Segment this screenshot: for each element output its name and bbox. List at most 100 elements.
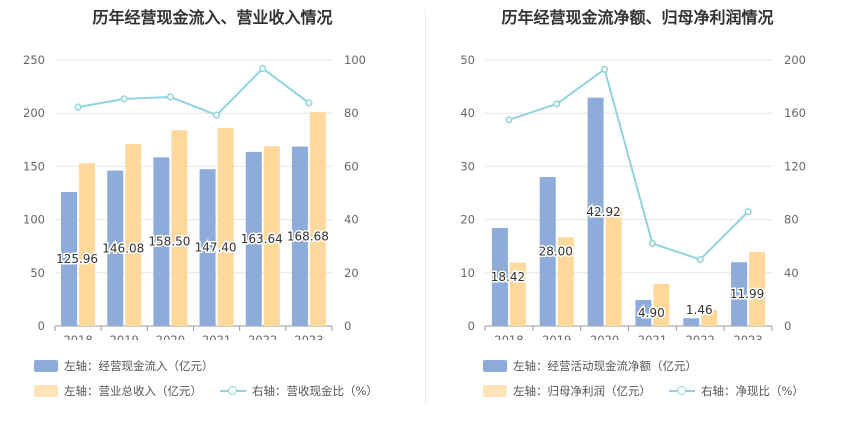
- bar-data-label: 4.90: [638, 306, 665, 320]
- line-point: [744, 208, 752, 216]
- legend-item-cash-inflow[interactable]: 左轴：经营现金流入（亿元）: [34, 358, 214, 374]
- legend-label: 右轴：净现比（%）: [701, 384, 804, 398]
- line-point: [648, 239, 656, 248]
- bar-data-label: 125.96: [56, 252, 98, 266]
- right-axis-tick-label: 60: [344, 159, 359, 173]
- right-axis-tick-label: 80: [344, 106, 359, 120]
- bar-left-series: [107, 170, 124, 326]
- left-axis-tick-label: 200: [23, 106, 45, 120]
- bar-left-series: [245, 151, 262, 326]
- legend-swatch: [34, 360, 58, 372]
- line-point: [505, 116, 513, 124]
- line-point: [213, 111, 221, 119]
- bar-data-label: 11.99: [730, 287, 764, 301]
- left-axis-tick-label: 0: [38, 319, 45, 333]
- bar-data-label: 147.40: [195, 241, 237, 255]
- legend-item-cash-ratio[interactable]: 右轴：营收现金比（%）: [220, 383, 378, 399]
- right-axis-tick-label: 40: [344, 213, 359, 227]
- bar-left-series: [291, 146, 308, 326]
- bar-data-label: 28.00: [539, 245, 573, 259]
- line-series: [77, 67, 310, 117]
- bar-data-label: 168.68: [287, 229, 329, 243]
- bar-right-series: [701, 310, 718, 326]
- left-axis-tick-label: 10: [460, 266, 475, 280]
- x-axis-tick-label: 2021: [638, 333, 667, 340]
- left-chart-panel: 历年经营现金流入、营业收入情况 0 0 50 20 100 40 150 60 200 80 250…: [0, 8, 425, 408]
- line-series: [508, 67, 749, 261]
- line-point: [166, 93, 174, 101]
- right-axis-tick-label: 160: [784, 106, 806, 120]
- legend-line-swatch: [669, 385, 695, 397]
- bar-right-series: [749, 252, 766, 326]
- bar-left-series: [635, 299, 652, 326]
- x-axis-tick-label: 2023: [294, 333, 323, 340]
- x-axis-tick-label: 2022: [686, 333, 715, 340]
- legend-item-net-cash-flow[interactable]: 左轴：经营活动现金流净额（亿元）: [483, 358, 697, 374]
- panel-divider: [425, 10, 426, 405]
- legend-label: 右轴：营收现金比（%）: [252, 384, 378, 398]
- right-axis-tick-label: 200: [784, 53, 806, 67]
- legend-item-net-cash-ratio[interactable]: 右轴：净现比（%）: [669, 383, 804, 399]
- legend-label: 左轴：经营现金流入（亿元）: [64, 359, 214, 373]
- chart-plot-area: 0 0 10 40 20 80 30 120 40 160 50 200 2018 2019 2020 202…: [460, 53, 806, 340]
- left-axis-tick-label: 40: [460, 106, 475, 120]
- bar-right-series: [309, 112, 326, 326]
- bar-right-series: [125, 144, 142, 326]
- x-axis-tick-label: 2019: [542, 333, 571, 340]
- x-axis-tick-label: 2020: [156, 333, 185, 340]
- bar-right-series: [263, 146, 280, 326]
- legend-label: 左轴：归母净利润（亿元）: [513, 384, 651, 398]
- x-axis-tick-label: 2018: [494, 333, 523, 340]
- line-point: [553, 100, 561, 108]
- chart-title: 历年经营现金流入、营业收入情况: [92, 8, 333, 27]
- right-axis-tick-label: 40: [784, 266, 799, 280]
- right-axis-tick-label: 120: [784, 159, 806, 173]
- bar-right-series: [79, 163, 96, 326]
- bar-data-label: 158.50: [148, 235, 190, 249]
- right-axis-tick-label: 0: [344, 319, 351, 333]
- bar-left-series: [199, 169, 216, 326]
- x-axis-tick-label: 2022: [248, 333, 277, 340]
- legend-item-revenue[interactable]: 左轴：营业总收入（亿元）: [34, 383, 202, 399]
- left-axis-tick-label: 30: [460, 159, 475, 173]
- x-axis-tick-label: 2023: [733, 333, 762, 340]
- right-axis-tick-label: 0: [784, 319, 791, 333]
- legend-line-swatch: [220, 385, 246, 397]
- left-axis-tick-label: 50: [30, 266, 45, 280]
- legend-swatch: [34, 385, 58, 397]
- bar-data-label: 146.08: [102, 241, 144, 255]
- bar-right-series: [557, 237, 574, 326]
- bar-right-series: [171, 130, 188, 326]
- x-axis-tick-label: 2018: [63, 333, 92, 340]
- legend-item-net-profit[interactable]: 左轴：归母净利润（亿元）: [483, 383, 651, 399]
- legend-label: 左轴：经营活动现金流净额（亿元）: [513, 359, 697, 373]
- right-axis-tick-label: 100: [344, 53, 366, 67]
- right-axis-tick-label: 80: [784, 213, 799, 227]
- legend-swatch: [483, 360, 507, 372]
- bar-left-series: [491, 228, 508, 326]
- bar-left-series: [731, 262, 748, 326]
- bar-left-series: [539, 177, 556, 326]
- chart-legend: 左轴：经营活动现金流净额（亿元） 左轴：归母净利润（亿元） 右轴：净现比（%）: [425, 358, 850, 408]
- line-point: [696, 255, 704, 264]
- bar-data-label: 1.46: [686, 303, 713, 317]
- line-point: [305, 99, 313, 107]
- bar-right-series: [653, 283, 670, 326]
- left-axis-tick-label: 150: [23, 159, 45, 173]
- left-axis-tick-label: 50: [460, 53, 475, 67]
- chart-plot-area: 0 0 50 20 100 40 150 60 200 80 250 100 2018 2019 2020 2…: [23, 53, 366, 340]
- chart-legend: 左轴：经营现金流入（亿元） 左轴：营业总收入（亿元） 右轴：营收现金比（%）: [0, 358, 425, 408]
- right-chart-panel: 历年经营现金流净额、归母净利润情况 0 0 10 40 20 80 30 120 40 160 50…: [425, 0, 850, 437]
- left-axis-tick-label: 0: [468, 319, 475, 333]
- x-axis-tick-label: 2019: [110, 333, 139, 340]
- line-point: [259, 64, 267, 73]
- line-point: [120, 95, 128, 103]
- bar-right-series: [217, 128, 234, 326]
- right-axis-tick-label: 20: [344, 266, 359, 280]
- x-axis-tick-label: 2021: [202, 333, 231, 340]
- bar-data-label: 18.42: [491, 270, 525, 284]
- legend-swatch: [483, 385, 507, 397]
- bar-right-series: [509, 262, 526, 326]
- bar-left-series: [683, 318, 700, 326]
- bar-left-series: [153, 157, 170, 326]
